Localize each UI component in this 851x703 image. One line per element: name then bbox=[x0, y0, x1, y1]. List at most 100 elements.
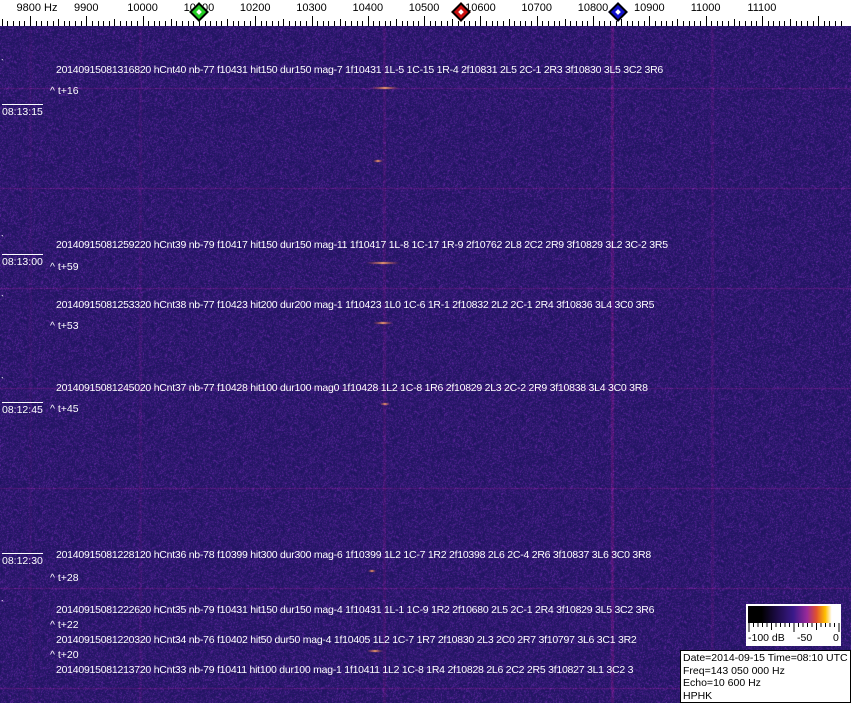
scale-tick bbox=[474, 21, 476, 26]
scale-tick bbox=[131, 21, 133, 26]
scale-tick bbox=[694, 21, 696, 26]
event-line: 20140915081259220 hCnt39 nb-79 f10417 hi… bbox=[56, 239, 668, 251]
scale-tick bbox=[761, 16, 763, 26]
frequency-label: 10600 bbox=[465, 2, 496, 14]
spectrogram: ` 20140915081316820 hCnt40 nb-77 f10431 … bbox=[0, 26, 851, 703]
event-line: 20140915081228120 hCnt36 nb-78 f10399 hi… bbox=[56, 549, 651, 561]
scale-tick bbox=[390, 21, 392, 26]
scale-tick bbox=[58, 19, 60, 26]
scale-tick bbox=[519, 21, 521, 26]
scale-tick bbox=[187, 21, 189, 26]
event-line: 20140915081220320 hCnt34 nb-76 f10402 hi… bbox=[56, 634, 637, 646]
scale-tick bbox=[255, 16, 257, 26]
frequency-label: 10800 bbox=[577, 2, 609, 14]
scale-tick bbox=[142, 16, 144, 26]
event-offset: ^ t+20 bbox=[50, 649, 79, 661]
scale-tick bbox=[553, 21, 555, 26]
scale-tick bbox=[604, 21, 606, 26]
time-label: 08:12:30 bbox=[2, 553, 43, 567]
legend-min: -100 dB bbox=[748, 632, 785, 644]
event-offset: ^ t+45 bbox=[50, 403, 79, 415]
scale-tick bbox=[69, 21, 71, 26]
scale-tick bbox=[677, 19, 679, 26]
scale-tick bbox=[221, 21, 223, 26]
scale-tick bbox=[835, 21, 837, 26]
scale-tick bbox=[435, 21, 437, 26]
scale-tick bbox=[564, 19, 566, 26]
scale-tick bbox=[401, 21, 403, 26]
scale-tick bbox=[362, 21, 364, 26]
scale-tick bbox=[581, 21, 583, 26]
event-line: 20140915081245020 hCnt37 nb-77 f10428 hi… bbox=[56, 382, 648, 394]
scale-tick bbox=[300, 21, 302, 26]
event-offset: ^ t+16 bbox=[50, 85, 79, 97]
scale-tick bbox=[632, 21, 634, 26]
scale-tick bbox=[508, 19, 510, 26]
scale-tick bbox=[733, 19, 735, 26]
event-offset: ^ t+53 bbox=[50, 320, 79, 332]
event-line: 20140915081222620 hCnt35 nb-79 f10431 hi… bbox=[56, 604, 655, 616]
scale-tick bbox=[711, 21, 713, 26]
blue-marker[interactable] bbox=[608, 2, 629, 22]
scale-tick bbox=[317, 21, 319, 26]
scale-tick bbox=[542, 21, 544, 26]
event-marker: ` bbox=[1, 234, 4, 244]
scale-tick bbox=[322, 21, 324, 26]
info-frequency: Freq=143 050 000 Hz bbox=[683, 664, 785, 677]
scale-tick bbox=[46, 21, 48, 26]
scale-tick bbox=[18, 21, 20, 26]
scale-tick bbox=[52, 21, 54, 26]
scale-tick bbox=[502, 21, 504, 26]
scale-tick bbox=[63, 21, 65, 26]
scale-tick bbox=[1, 19, 3, 26]
scale-tick bbox=[790, 19, 792, 26]
scale-tick bbox=[463, 21, 465, 26]
scale-tick bbox=[277, 21, 279, 26]
scale-tick bbox=[593, 16, 594, 26]
scale-tick bbox=[418, 21, 420, 26]
scale-tick bbox=[660, 21, 662, 26]
frequency-label: 9900 bbox=[74, 2, 99, 14]
scale-tick bbox=[699, 21, 701, 26]
scale-tick bbox=[193, 21, 195, 26]
info-echo: Echo=10 600 Hz bbox=[683, 677, 761, 689]
scale-tick bbox=[429, 21, 431, 26]
scale-tick bbox=[384, 21, 386, 26]
scale-tick bbox=[412, 21, 414, 26]
color-scale-legend: -100 dB -50 0 bbox=[746, 604, 841, 646]
spectrogram-canvas bbox=[0, 26, 851, 703]
event-offset: ^ t+59 bbox=[50, 261, 79, 273]
event-marker: ` bbox=[1, 294, 4, 304]
frequency-label: 10700 bbox=[521, 2, 552, 14]
time-label: 08:12:45 bbox=[2, 402, 43, 416]
event-line: 20140915081253320 hCnt38 nb-77 f10423 hi… bbox=[56, 299, 655, 311]
scale-tick bbox=[86, 16, 88, 26]
scale-tick bbox=[440, 21, 442, 26]
scale-tick bbox=[176, 21, 178, 26]
event-marker: ` bbox=[1, 376, 4, 386]
scale-tick bbox=[80, 21, 82, 26]
scale-tick bbox=[778, 21, 780, 26]
scale-tick bbox=[350, 21, 352, 26]
scale-tick bbox=[514, 21, 516, 26]
scale-tick bbox=[120, 21, 122, 26]
scale-tick bbox=[739, 21, 741, 26]
scale-tick bbox=[204, 21, 206, 26]
scale-tick bbox=[272, 21, 274, 26]
frequency-label: 10000 bbox=[127, 2, 158, 14]
legend-ticks bbox=[748, 623, 840, 632]
scale-tick bbox=[525, 21, 527, 26]
scale-tick bbox=[407, 21, 409, 26]
scale-tick bbox=[288, 21, 290, 26]
scale-tick bbox=[97, 21, 99, 26]
scale-tick bbox=[159, 21, 161, 26]
scale-tick bbox=[452, 19, 454, 26]
scale-tick bbox=[294, 21, 296, 26]
scale-tick bbox=[750, 21, 752, 26]
scale-tick bbox=[210, 21, 212, 26]
scale-tick bbox=[829, 21, 831, 26]
frequency-label: 11000 bbox=[690, 2, 721, 14]
frequency-label: 10500 bbox=[408, 2, 440, 14]
scale-tick bbox=[395, 19, 397, 26]
scale-tick bbox=[367, 16, 369, 26]
